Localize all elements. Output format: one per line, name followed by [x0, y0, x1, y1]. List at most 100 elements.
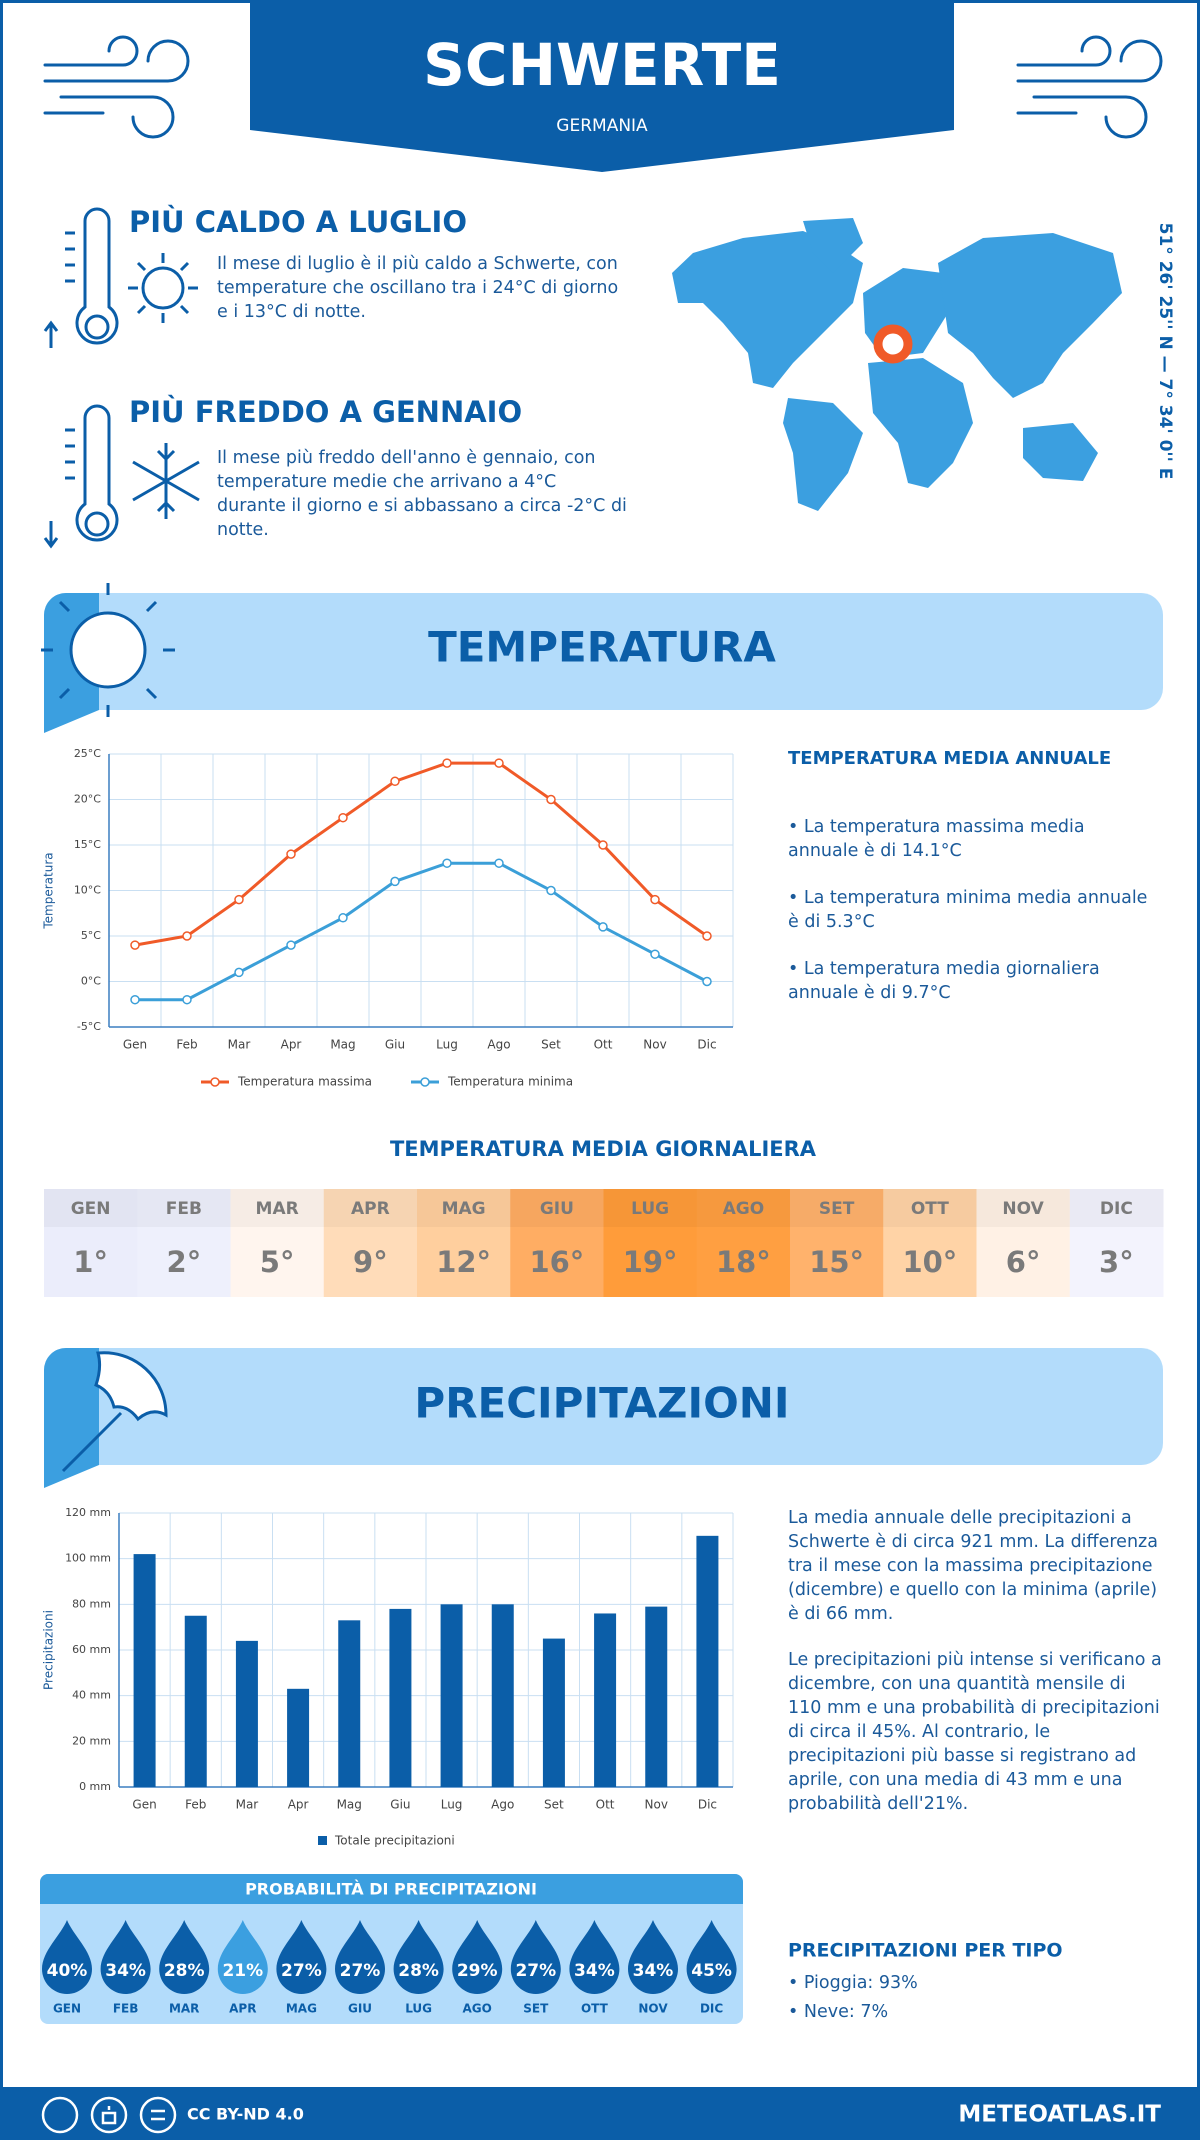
y-tick-label: 0 mm	[79, 1780, 111, 1793]
probability-month: MAR	[169, 2002, 199, 2016]
probability-value: 29%	[457, 1961, 498, 1981]
x-tick-label: Dic	[697, 1038, 716, 1052]
point	[182, 931, 192, 941]
x-tick-label: Ott	[594, 1038, 613, 1052]
month-label: LUG	[631, 1199, 669, 1219]
probability-month: APR	[229, 2002, 256, 2016]
y-tick-label: 120 mm	[65, 1506, 111, 1519]
type-item: Pioggia: 93%	[788, 1971, 918, 1995]
month-label: FEB	[166, 1199, 202, 1219]
table-cell	[790, 1189, 884, 1297]
temperature-value: 1°	[73, 1245, 108, 1279]
x-tick-label: Giu	[385, 1038, 405, 1052]
type-title: PRECIPITAZIONI PER TIPO	[788, 1940, 1063, 1962]
y-tick-label: 60 mm	[72, 1643, 111, 1656]
table-cell	[230, 1189, 325, 1297]
point	[598, 922, 608, 932]
drop	[335, 1920, 385, 1994]
probability-month: DIC	[700, 2002, 723, 2016]
x-tick-label: Gen	[123, 1038, 147, 1052]
probability-title: PROBABILITÀ DI PRECIPITAZIONI	[245, 1880, 537, 1899]
legend-label: Temperatura minima	[447, 1075, 573, 1089]
bar	[491, 1604, 514, 1787]
probability-value: 27%	[281, 1961, 322, 1981]
x-tick-label: Lug	[441, 1798, 463, 1812]
probability-value: 28%	[398, 1961, 439, 1981]
drop	[510, 1920, 561, 1994]
temperature-value: 16°	[529, 1245, 584, 1279]
month-label: MAG	[442, 1199, 486, 1219]
hottest-text: Il mese di luglio è il più caldo a Schwe…	[217, 254, 619, 322]
point	[130, 994, 140, 1005]
bar	[594, 1613, 617, 1787]
y-axis-label: Temperatura	[42, 852, 56, 929]
y-tick-label: 0°C	[81, 975, 101, 988]
x-tick-label: Nov	[643, 1038, 666, 1052]
x-tick-label: Dic	[698, 1798, 717, 1812]
point	[390, 876, 400, 887]
table-cell	[323, 1189, 418, 1297]
bar	[287, 1688, 310, 1787]
probability-month: NOV	[638, 2002, 668, 2016]
point	[182, 994, 192, 1005]
point	[442, 858, 452, 868]
month-label: SET	[819, 1199, 855, 1219]
drop	[452, 1920, 503, 1994]
x-tick-label: Nov	[645, 1798, 668, 1812]
y-tick-label: 20 mm	[72, 1734, 111, 1747]
section-banner	[44, 1348, 1163, 1465]
x-tick-label: Mag	[330, 1038, 355, 1052]
drop	[100, 1920, 151, 1994]
month-label: APR	[351, 1199, 390, 1219]
point	[234, 967, 244, 978]
table-cell	[696, 1189, 791, 1297]
temperature-value: 18°	[716, 1245, 771, 1279]
y-tick-label: 100 mm	[65, 1552, 111, 1565]
x-tick-label: Lug	[436, 1038, 458, 1052]
bar	[133, 1554, 156, 1787]
y-tick-label: 20°C	[74, 793, 101, 806]
temperature-value: 9°	[353, 1245, 388, 1279]
legend-label: Totale precipitazioni	[334, 1834, 455, 1848]
y-tick-label: 25°C	[74, 747, 101, 760]
probability-month: GIU	[348, 2002, 372, 2016]
point	[702, 976, 712, 987]
probability-month: GEN	[53, 2002, 81, 2016]
site-name: METEOATLAS.IT	[958, 2102, 1161, 2128]
probability-value: 28%	[164, 1961, 205, 1981]
table-cell	[510, 1189, 604, 1297]
probability-value: 21%	[222, 1961, 263, 1981]
header-banner	[250, 3, 954, 172]
probability-value: 34%	[633, 1961, 674, 1981]
temperature-value: 19°	[623, 1245, 678, 1279]
summary-bullet: La temperatura minima media annuale è di…	[788, 886, 1158, 934]
x-tick-label: Giu	[390, 1798, 410, 1812]
month-label: OTT	[911, 1199, 949, 1219]
point	[390, 776, 400, 787]
month-label: DIC	[1100, 1199, 1133, 1219]
point	[338, 913, 348, 923]
precip-paragraph: Le precipitazioni più intense si verific…	[788, 1650, 1162, 1814]
table-cell	[417, 1189, 511, 1297]
x-tick-label: Feb	[176, 1038, 197, 1052]
precip-paragraph: La media annuale delle precipitazioni a …	[788, 1508, 1158, 1624]
table-title: TEMPERATURA MEDIA GIORNALIERA	[390, 1137, 817, 1161]
temperature-value: 6°	[1006, 1245, 1041, 1279]
drop	[42, 1920, 92, 1994]
coldest-text: Il mese più freddo dell'anno è gennaio, …	[217, 448, 627, 540]
probability-value: 27%	[515, 1961, 556, 1981]
x-tick-label: Ago	[491, 1798, 514, 1812]
country: GERMANIA	[556, 116, 648, 136]
table-cell	[976, 1189, 1071, 1297]
legend-swatch	[318, 1836, 327, 1845]
legend-label: Temperatura massima	[237, 1075, 372, 1089]
table-cell	[1069, 1189, 1164, 1297]
footer-bar	[3, 2087, 1197, 2137]
drop	[217, 1920, 268, 1994]
bar	[440, 1604, 463, 1787]
y-tick-label: 15°C	[74, 838, 101, 851]
bar	[645, 1606, 668, 1787]
y-axis-label: Precipitazioni	[42, 1610, 56, 1690]
section-title: TEMPERATURA	[428, 623, 776, 672]
x-tick-label: Ago	[487, 1038, 510, 1052]
